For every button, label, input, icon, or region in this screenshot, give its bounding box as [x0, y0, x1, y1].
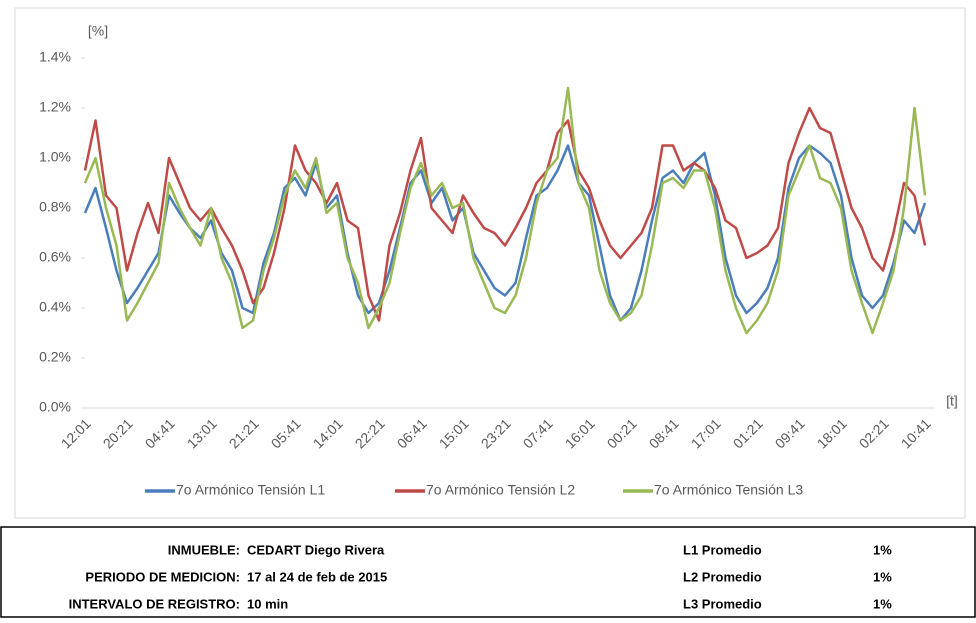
- y-tick-label: 0.8%: [39, 199, 71, 215]
- series-line: [83, 144, 927, 322]
- phase-value: 1%: [873, 569, 892, 584]
- info-label: INTERVALO DE REGISTRO:: [69, 596, 240, 611]
- info-table: INMUEBLE: CEDART Diego Rivera L1 Promedio 1…: [69, 542, 893, 611]
- y-tick-label: 0.6%: [39, 249, 71, 265]
- info-label: PERIODO DE MEDICION:: [85, 569, 240, 584]
- y-tick-label: 1.0%: [39, 149, 71, 165]
- legend-label: 7o Armónico Tensión L2: [426, 482, 575, 498]
- info-box: [0, 526, 976, 618]
- phase-label: L3 Promedio: [683, 596, 762, 611]
- chart-frame: [14, 7, 966, 519]
- info-value: 10 min: [247, 596, 288, 611]
- y-tick-label: 0.2%: [39, 349, 71, 365]
- y-tick-label: 1.4%: [39, 49, 71, 65]
- series-line: [83, 86, 927, 335]
- info-label: INMUEBLE:: [168, 542, 240, 557]
- phase-value: 1%: [873, 542, 892, 557]
- phase-value: 1%: [873, 596, 892, 611]
- y-tick-label: 1.2%: [39, 99, 71, 115]
- legend-label: 7o Armónico Tensión L3: [654, 482, 803, 498]
- legend-label: 7o Armónico Tensión L1: [176, 482, 325, 498]
- info-value: 17 al 24 de feb de 2015: [247, 569, 387, 584]
- phase-label: L1 Promedio: [683, 542, 762, 557]
- info-value: CEDART Diego Rivera: [247, 542, 385, 557]
- series-line: [83, 106, 927, 322]
- y-tick-label: 0.4%: [39, 299, 71, 315]
- y-unit-label: [%]: [88, 23, 108, 39]
- x-axis-label: [t]: [946, 393, 958, 409]
- y-tick-label: 0.0%: [39, 399, 71, 415]
- phase-label: L2 Promedio: [683, 569, 762, 584]
